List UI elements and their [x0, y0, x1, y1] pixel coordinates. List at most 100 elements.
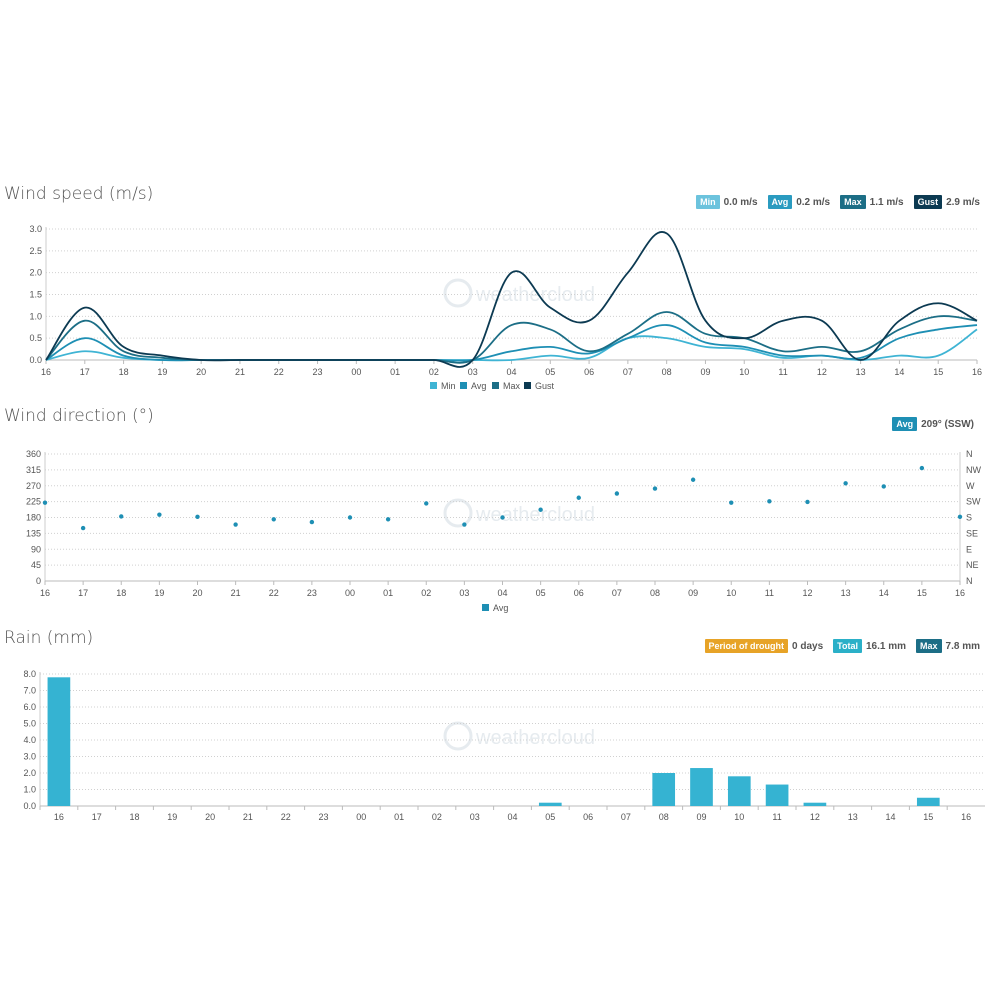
x-tick-label: 15	[917, 588, 927, 598]
x-tick-label: 19	[167, 812, 177, 822]
rain-stat-value-period-of-drought: 0 days	[792, 640, 824, 652]
x-tick-label: 04	[507, 812, 517, 822]
legend-swatch-avg	[460, 382, 467, 389]
wind-direction-stat-badge-avg: Avg	[892, 417, 918, 431]
wind-speed-stat-badge-min: Min	[696, 195, 720, 209]
y-tick-label: 5.0	[23, 719, 36, 729]
x-tick-label: 13	[856, 367, 866, 377]
direction-point	[157, 512, 162, 517]
y-tick-label: 180	[26, 513, 41, 523]
direction-point	[347, 515, 353, 520]
y-tick-label: 2.0	[23, 768, 36, 778]
x-tick-label: 07	[621, 812, 631, 822]
x-tick-label: 15	[933, 367, 943, 377]
y-tick-label: 2.0	[29, 268, 42, 278]
x-tick-label: 17	[78, 588, 88, 598]
x-tick-label: 06	[583, 812, 593, 822]
x-tick-label: 20	[205, 812, 215, 822]
x-tick-label: 19	[154, 588, 164, 598]
legend-swatch-avg	[482, 604, 489, 611]
x-tick-label: 22	[281, 812, 291, 822]
legend-swatch-gust	[524, 382, 531, 389]
x-tick-label: 19	[157, 367, 167, 377]
legend-label-avg: Avg	[471, 381, 486, 391]
legend-label-avg: Avg	[493, 603, 508, 613]
y-tick-label: 90	[31, 544, 41, 554]
x-tick-label: 12	[802, 588, 812, 598]
y-tick-label: 1.5	[29, 290, 42, 300]
x-tick-label: 23	[313, 367, 323, 377]
x-tick-label: 13	[848, 812, 858, 822]
direction-point	[500, 515, 505, 520]
rain-bar	[690, 768, 713, 806]
x-tick-label: 10	[726, 588, 736, 598]
direction-point	[614, 491, 620, 496]
x-tick-label: 10	[739, 367, 749, 377]
x-tick-label: 20	[196, 367, 206, 377]
x-tick-label: 04	[506, 367, 516, 377]
x-tick-label: 05	[536, 588, 546, 598]
x-tick-label: 02	[421, 588, 431, 598]
rain-stat-badge-total: Total	[833, 639, 862, 653]
rain-bar	[538, 802, 562, 806]
y-tick-label: 315	[26, 465, 41, 475]
rain-chart: weathercloud 0.0 1.0 2.0 3.0 4.0 5.0 6.0 7.0 8.0 1…	[23, 669, 985, 822]
y-tick-label-right: N	[966, 576, 973, 586]
x-tick-label: 00	[356, 812, 366, 822]
x-tick-label: 17	[92, 812, 102, 822]
watermark-cloud-icon	[443, 498, 473, 528]
rain-bar	[727, 776, 751, 806]
rain-stat-badge-period-of-drought: Period of drought	[704, 639, 788, 653]
x-tick-label: 04	[497, 588, 507, 598]
x-tick-label: 09	[688, 588, 698, 598]
x-tick-label: 01	[394, 812, 404, 822]
x-tick-label: 23	[307, 588, 317, 598]
direction-point	[538, 507, 543, 512]
x-tick-label: 07	[623, 367, 633, 377]
direction-point	[462, 522, 467, 527]
y-tick-label-right: S	[966, 513, 972, 523]
y-tick-label: 45	[31, 560, 41, 570]
rain-stat-value-max: 7.8 mm	[945, 640, 980, 652]
rain-stat-value-total: 16.1 mm	[865, 640, 907, 652]
x-tick-label: 03	[468, 367, 478, 377]
y-tick-label: 0.0	[29, 355, 42, 365]
x-tick-label: 02	[432, 812, 442, 822]
y-tick-label-right: NW	[966, 465, 981, 475]
wind-direction-chart: weathercloud 0 N 45 NE 90 E 135 SE 180 S 225 SW 270 W 3…	[26, 449, 982, 613]
wind-speed-stat-value-min: 0.0 m/s	[723, 196, 758, 208]
x-tick-label: 11	[772, 812, 781, 822]
x-tick-label: 18	[116, 588, 126, 598]
x-tick-label: 13	[841, 588, 851, 598]
x-tick-label: 22	[269, 588, 279, 598]
x-tick-label: 08	[650, 588, 660, 598]
direction-point	[767, 499, 772, 504]
x-tick-label: 18	[119, 367, 129, 377]
wind-direction-title: Wind direction (°)	[4, 406, 154, 426]
y-tick-label: 1.0	[29, 311, 42, 321]
series-line-min	[45, 328, 978, 362]
legend-swatch-max	[492, 382, 499, 389]
x-tick-label: 15	[923, 812, 933, 822]
x-tick-label: 21	[231, 588, 241, 598]
x-tick-label: 01	[390, 367, 400, 377]
x-tick-label: 07	[612, 588, 622, 598]
x-tick-label: 11	[765, 588, 774, 598]
wind-speed-stat-value-max: 1.1 m/s	[869, 196, 904, 208]
direction-point	[80, 525, 86, 531]
direction-point	[119, 514, 124, 519]
x-tick-label: 01	[383, 588, 393, 598]
y-tick-label: 8.0	[23, 669, 36, 679]
x-tick-label: 02	[429, 367, 439, 377]
y-tick-label: 3.0	[29, 224, 42, 234]
x-tick-label: 12	[810, 812, 820, 822]
legend-label-min: Min	[441, 381, 456, 391]
rain-bar	[916, 797, 940, 806]
watermark-text: weathercloud	[475, 284, 595, 306]
x-tick-label: 21	[243, 812, 253, 822]
wind-speed-stat-badge-max: Max	[840, 195, 866, 209]
wind-speed-stat-value-gust: 2.9 m/s	[946, 196, 980, 208]
y-tick-label-right: NE	[966, 560, 979, 570]
x-tick-label: 08	[662, 367, 672, 377]
wind-speed-stat-badge-gust: Gust	[913, 195, 943, 209]
